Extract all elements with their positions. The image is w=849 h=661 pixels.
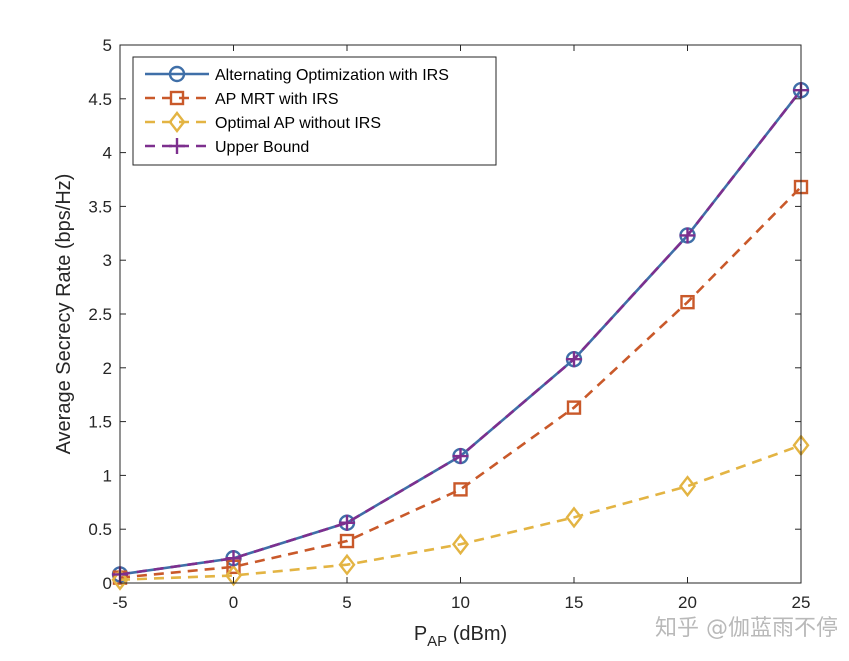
data-point-marker [225, 550, 242, 567]
data-point-marker [339, 533, 355, 549]
legend-marker [169, 138, 185, 154]
x-axis-label-subscript: AP [427, 633, 447, 650]
data-point-marker [679, 227, 696, 244]
legend-marker [168, 111, 186, 133]
y-tick-label: 0 [103, 574, 112, 593]
data-point-marker [339, 514, 355, 531]
x-tick-label: 25 [792, 593, 811, 612]
y-tick-label: 2 [103, 359, 112, 378]
data-point-marker [111, 568, 129, 591]
legend: Alternating Optimization with IRS AP MRT … [132, 56, 497, 166]
y-tick-label: 2.5 [88, 305, 112, 324]
series-layer [111, 81, 810, 591]
x-axis-label: PAP (dBm) [414, 623, 507, 650]
y-tick-label: 5 [103, 36, 112, 55]
x-axis-label-main: P [414, 623, 427, 645]
data-point-marker [678, 475, 697, 498]
legend-marker [168, 65, 186, 83]
y-tick-label: 4 [103, 144, 112, 163]
data-point-marker [453, 482, 468, 497]
legend-label: AP MRT with IRS [215, 91, 339, 108]
data-point-marker [452, 448, 469, 465]
x-tick-label: 20 [678, 593, 697, 612]
x-tick-label: 5 [342, 593, 351, 612]
data-point-marker [565, 506, 583, 529]
legend-entry: Upper Bound [145, 138, 309, 156]
legend-entry: Alternating Optimization with IRS [145, 65, 449, 84]
x-tick-label: 15 [565, 593, 584, 612]
series-optimal-ap-without-irs [111, 434, 810, 591]
legend-entry: Optimal AP without IRS [145, 111, 381, 133]
y-tick-label: 4.5 [88, 90, 112, 109]
x-tick-label: 10 [451, 593, 470, 612]
legend-marker [169, 90, 185, 106]
data-point-marker [680, 294, 695, 310]
data-point-marker [224, 564, 243, 587]
y-axis-label: Average Secrecy Rate (bps/Hz) [53, 174, 75, 455]
watermark-text: 知乎 @伽蓝雨不停 [655, 616, 838, 641]
series-line [119, 444, 802, 582]
data-point-marker [566, 400, 582, 415]
legend-label: Optimal AP without IRS [215, 115, 381, 132]
data-point-marker [451, 533, 470, 556]
y-tick-label: 1.5 [88, 413, 112, 432]
data-point-marker [338, 553, 356, 576]
series-line [119, 186, 802, 579]
y-tick-label: 0.5 [88, 520, 112, 539]
x-tick-label: 0 [229, 593, 238, 612]
series-ap-mrt-with-irs [112, 179, 809, 585]
series-upper-bound [112, 82, 809, 583]
legend-label: Upper Bound [215, 139, 309, 156]
x-axis-label-unit: (dBm) [447, 623, 507, 645]
data-point-marker [566, 351, 582, 368]
legend-label: Alternating Optimization with IRS [215, 67, 449, 84]
legend-entry: AP MRT with IRS [145, 90, 339, 108]
y-tick-label: 3 [103, 251, 112, 270]
y-tick-label: 3.5 [88, 197, 112, 216]
y-tick-label: 1 [103, 466, 112, 485]
x-tick-label: -5 [112, 593, 127, 612]
